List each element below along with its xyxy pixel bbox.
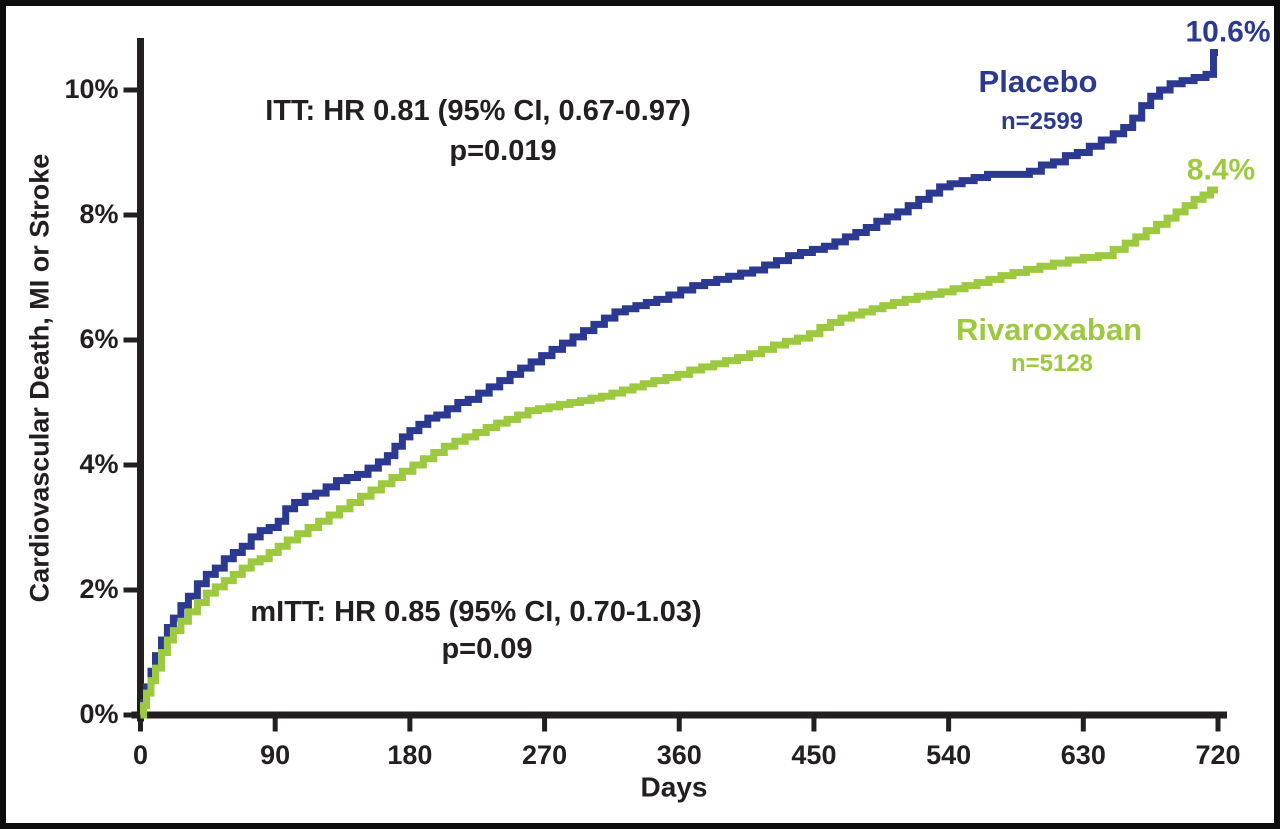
x-tick-label: 540	[926, 740, 972, 771]
annotation-mitt-hr: mITT: HR 0.85 (95% CI, 0.70-1.03)	[250, 596, 702, 629]
chart-plot-area	[123, 38, 1227, 732]
x-tick-label: 630	[1060, 740, 1106, 771]
y-tick	[123, 587, 137, 593]
x-axis-line	[131, 711, 1227, 719]
placebo-endpoint-value: 10.6%	[1185, 15, 1271, 49]
rivaroxaban-series-label: Rivaroxaban	[955, 311, 1143, 347]
x-tick	[138, 718, 143, 732]
y-tick	[123, 212, 137, 218]
x-tick-label: 180	[387, 740, 433, 771]
placebo-series-label: Placebo	[978, 63, 1098, 99]
y-tick-label: 4%	[79, 449, 119, 480]
x-tick	[811, 718, 817, 732]
y-tick	[123, 462, 137, 468]
annotation-itt-pvalue: p=0.019	[449, 135, 557, 168]
rivaroxaban-n-label: n=5128	[1010, 349, 1094, 377]
rivaroxaban-endpoint-value: 8.4%	[1186, 153, 1256, 187]
y-tick-label: 8%	[79, 199, 119, 230]
placebo-curve	[140, 49, 1218, 719]
x-tick	[542, 718, 548, 732]
y-tick-label: 0%	[79, 699, 119, 730]
y-tick-label: 6%	[79, 324, 119, 355]
annotation-mitt-pvalue: p=0.09	[441, 633, 533, 666]
x-tick-label: 270	[522, 740, 568, 771]
x-tick-label: 450	[791, 740, 837, 771]
annotation-itt-hr: ITT: HR 0.81 (95% CI, 0.67-0.97)	[265, 95, 691, 128]
x-tick-label: 90	[260, 740, 291, 771]
placebo-n-label: n=2599	[1000, 107, 1084, 135]
y-tick	[123, 712, 137, 718]
x-tick	[272, 718, 278, 732]
x-tick	[1080, 718, 1086, 732]
y-axis-title: Cardiovascular Death, MI or Stroke	[24, 153, 55, 603]
y-tick	[123, 337, 137, 343]
y-axis-line	[137, 38, 144, 722]
x-tick	[676, 718, 682, 732]
x-tick	[407, 718, 413, 732]
x-tick	[1215, 718, 1221, 732]
y-tick-label: 2%	[79, 574, 119, 605]
rivaroxaban-curve	[140, 186, 1218, 719]
x-axis-title: Days	[640, 771, 708, 803]
x-tick-label: 720	[1195, 740, 1241, 771]
y-tick	[123, 87, 137, 93]
x-tick-label: 0	[132, 740, 149, 771]
x-tick	[946, 718, 952, 732]
y-tick-label: 10%	[64, 74, 119, 105]
x-tick-label: 360	[656, 740, 702, 771]
